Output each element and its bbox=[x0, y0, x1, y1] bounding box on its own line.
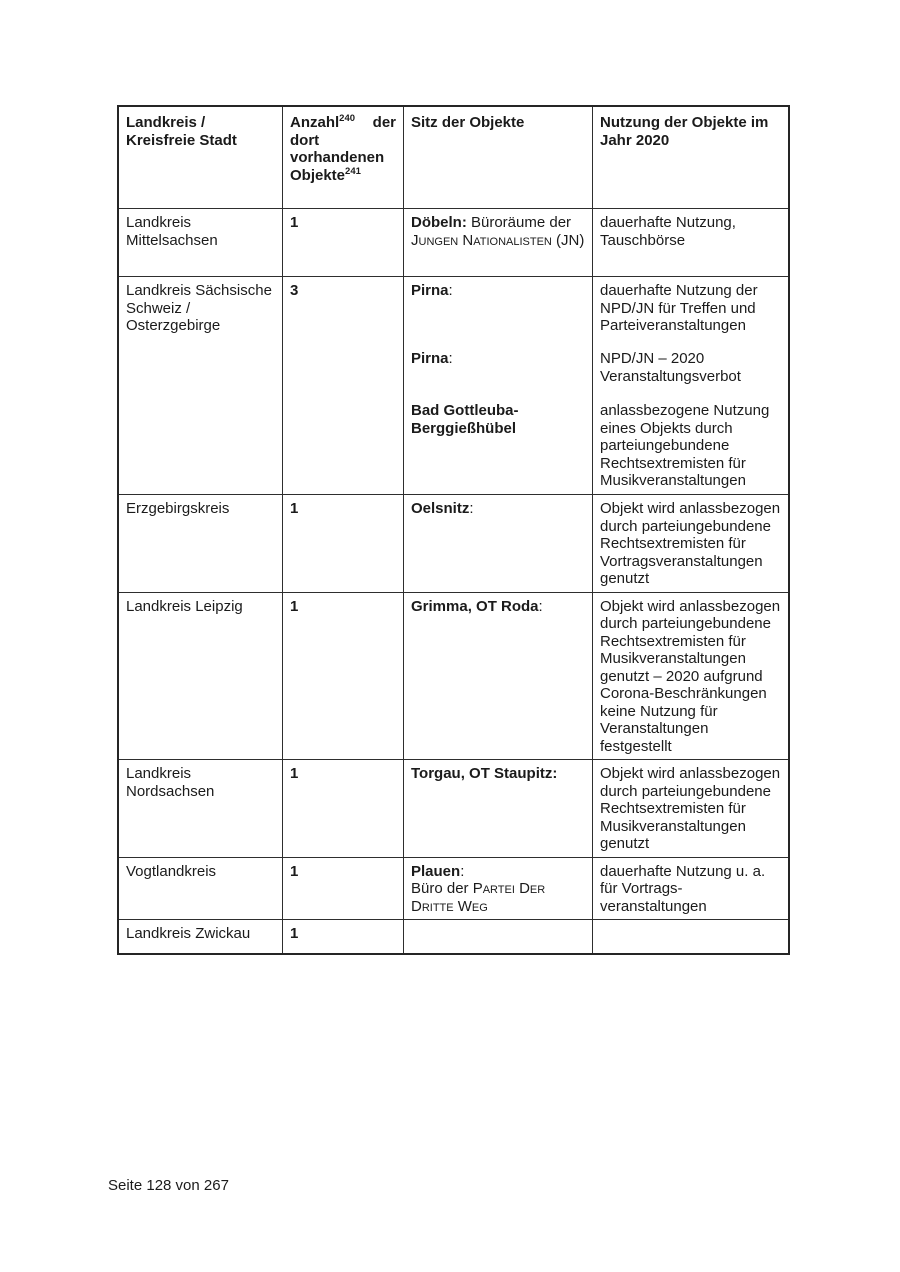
table-row: Landkreis Nordsachsen 1 Torgau, OT Staup… bbox=[119, 760, 788, 858]
cell-district: Landkreis Nordsachsen bbox=[119, 760, 283, 858]
cell-count: 1 bbox=[283, 760, 404, 858]
sitz-text: Büro der bbox=[411, 880, 473, 897]
cell-sitz: Plauen: Büro der Partei Der Dritte Weg bbox=[404, 857, 593, 920]
table-row: Landkreis Zwickau 1 bbox=[119, 920, 788, 953]
cell-nutzung: Objekt wird anlassbezogen durch parteiun… bbox=[593, 495, 788, 593]
sitz-entry: Plauen: bbox=[411, 863, 585, 881]
cell-nutzung: dauerhafte Nutzung der NPD/JN für Treffe… bbox=[593, 277, 788, 495]
cell-district: Vogtlandkreis bbox=[119, 857, 283, 920]
nutzung-text: dauerhafte Nutzung u. a. für Vortrags-ve… bbox=[600, 862, 766, 915]
footnote-ref-241: 241 bbox=[345, 165, 361, 177]
city-colon: : bbox=[448, 282, 453, 299]
cell-sitz: Grimma, OT Roda: bbox=[404, 592, 593, 760]
column-header-sitz-label: Sitz der Objekte bbox=[411, 114, 525, 131]
city-name: Pirna bbox=[411, 350, 449, 367]
count-value: 1 bbox=[290, 765, 299, 782]
city-colon: : bbox=[460, 862, 465, 880]
cell-count: 1 bbox=[283, 592, 404, 760]
cell-nutzung: Objekt wird anlassbezogen durch parteiun… bbox=[593, 760, 788, 858]
nutzung-text: Objekt wird anlassbezogen durch parteiun… bbox=[600, 500, 781, 587]
cell-sitz: Döbeln: Büroräume der Jungen Nationalist… bbox=[404, 209, 593, 277]
cell-nutzung: dauerhafte Nutzung u. a. für Vortrags-ve… bbox=[593, 858, 788, 920]
city-name: Pirna bbox=[411, 282, 449, 299]
district-label: Landkreis Zwickau bbox=[126, 925, 251, 942]
sitz-entry: Pirna: bbox=[411, 350, 585, 402]
cell-count: 3 bbox=[283, 277, 404, 495]
column-header-nutzung-label: Nutzung der Objekte im Jahr 2020 bbox=[600, 114, 769, 149]
cell-nutzung bbox=[593, 920, 788, 953]
column-header-landkreis-label: Landkreis / Kreisfreie Stadt bbox=[126, 114, 237, 149]
cell-count: 1 bbox=[283, 209, 404, 277]
column-header-nutzung: Nutzung der Objekte im Jahr 2020 bbox=[593, 107, 788, 209]
table-row: Landkreis Mittelsachsen 1 Döbeln: Bürorä… bbox=[119, 209, 788, 277]
cell-district: Landkreis Leipzig bbox=[119, 592, 283, 760]
count-value: 1 bbox=[290, 597, 299, 615]
sitz-text: Büroräume der bbox=[466, 214, 572, 231]
table-row: Vogtlandkreis 1 Plauen: Büro der Partei … bbox=[119, 857, 788, 920]
city-name: Plauen bbox=[411, 862, 461, 880]
cell-nutzung: dauerhafte Nutzung, Tauschbörse bbox=[593, 209, 788, 277]
sitz-entry: Büro der Partei Der Dritte Weg bbox=[411, 880, 585, 915]
organization-name: Partei Der Dritte Weg bbox=[411, 880, 546, 915]
column-header-anzahl-rest: der dort vorhandenen Objekte bbox=[290, 114, 396, 184]
district-label: Vogtlandkreis bbox=[126, 862, 217, 880]
district-label: Landkreis Leipzig bbox=[126, 597, 243, 615]
table-row: Erzgebirgskreis 1 Oelsnitz: Objekt wird … bbox=[119, 495, 788, 593]
count-value: 1 bbox=[290, 862, 299, 880]
footnote-ref-240: 240 bbox=[339, 113, 356, 124]
nutzung-entry: anlassbezogene Nutzung eines Objekts dur… bbox=[600, 402, 770, 489]
cell-district: Landkreis Mittelsachsen bbox=[119, 209, 283, 277]
city-name: Döbeln: bbox=[411, 214, 467, 231]
table-row: Landkreis Leipzig 1 Grimma, OT Roda: Obj… bbox=[119, 592, 788, 760]
city-colon: : bbox=[538, 597, 543, 615]
column-header-sitz: Sitz der Objekte bbox=[404, 107, 593, 209]
cell-count: 1 bbox=[283, 857, 404, 920]
city-colon: : bbox=[469, 500, 474, 517]
district-label: Erzgebirgskreis bbox=[126, 500, 230, 517]
district-label: Landkreis Sächsische Schweiz / Osterzgeb… bbox=[126, 282, 272, 334]
count-value: 3 bbox=[290, 282, 299, 299]
city-name: Grimma, OT Roda bbox=[411, 597, 539, 615]
nutzung-text: Objekt wird anlassbezogen durch parteiun… bbox=[600, 765, 781, 852]
nutzung-entry: NPD/JN – 2020 Veranstaltungsverbot bbox=[600, 350, 741, 385]
district-label: Landkreis Nordsachsen bbox=[126, 765, 215, 800]
page-number: Seite 128 von 267 bbox=[108, 1177, 229, 1194]
objects-table: Landkreis / Kreisfreie Stadt Anzahl240 d… bbox=[117, 105, 790, 955]
nutzung-text: Objekt wird anlassbezogen durch parteiun… bbox=[600, 597, 781, 755]
city-name: Torgau, OT Staupitz: bbox=[411, 765, 558, 782]
city-name: Bad Gottleuba-Berggießhübel bbox=[411, 402, 519, 437]
district-label: Landkreis Mittelsachsen bbox=[126, 214, 218, 249]
cell-sitz: Oelsnitz: bbox=[404, 495, 593, 593]
cell-district: Landkreis Sächsische Schweiz / Osterzgeb… bbox=[119, 277, 283, 495]
city-name: Oelsnitz bbox=[411, 500, 470, 517]
cell-sitz: Torgau, OT Staupitz: bbox=[404, 760, 593, 858]
organization-name: Jungen Nationalisten bbox=[411, 231, 552, 249]
column-header-anzahl: Anzahl240 der dort vorhandenen Objekte24… bbox=[283, 107, 404, 209]
count-value: 1 bbox=[290, 214, 299, 231]
table-header-row: Landkreis / Kreisfreie Stadt Anzahl240 d… bbox=[119, 107, 788, 209]
column-header-landkreis: Landkreis / Kreisfreie Stadt bbox=[119, 107, 283, 209]
sitz-entry: Pirna: bbox=[411, 282, 585, 350]
cell-district: Erzgebirgskreis bbox=[119, 495, 283, 593]
cell-sitz: Pirna: Pirna: Bad Gottleuba-Berggießhübe… bbox=[404, 277, 593, 495]
cell-sitz bbox=[404, 920, 593, 953]
count-value: 1 bbox=[290, 500, 299, 517]
cell-count: 1 bbox=[283, 920, 404, 953]
cell-count: 1 bbox=[283, 495, 404, 593]
table-row: Landkreis Sächsische Schweiz / Osterzgeb… bbox=[119, 277, 788, 495]
count-value: 1 bbox=[290, 925, 299, 942]
column-header-anzahl-word: Anzahl bbox=[290, 114, 340, 131]
nutzung-entry: dauerhafte Nutzung der NPD/JN für Treffe… bbox=[600, 282, 758, 334]
nutzung-text: dauerhafte Nutzung, Tauschbörse bbox=[600, 214, 736, 249]
cell-district: Landkreis Zwickau bbox=[119, 920, 283, 953]
city-colon: : bbox=[448, 350, 453, 367]
sitz-text-after: (JN) bbox=[551, 231, 585, 249]
sitz-entry: Bad Gottleuba-Berggießhübel bbox=[411, 402, 585, 437]
cell-nutzung: Objekt wird anlassbezogen durch parteiun… bbox=[593, 593, 788, 760]
